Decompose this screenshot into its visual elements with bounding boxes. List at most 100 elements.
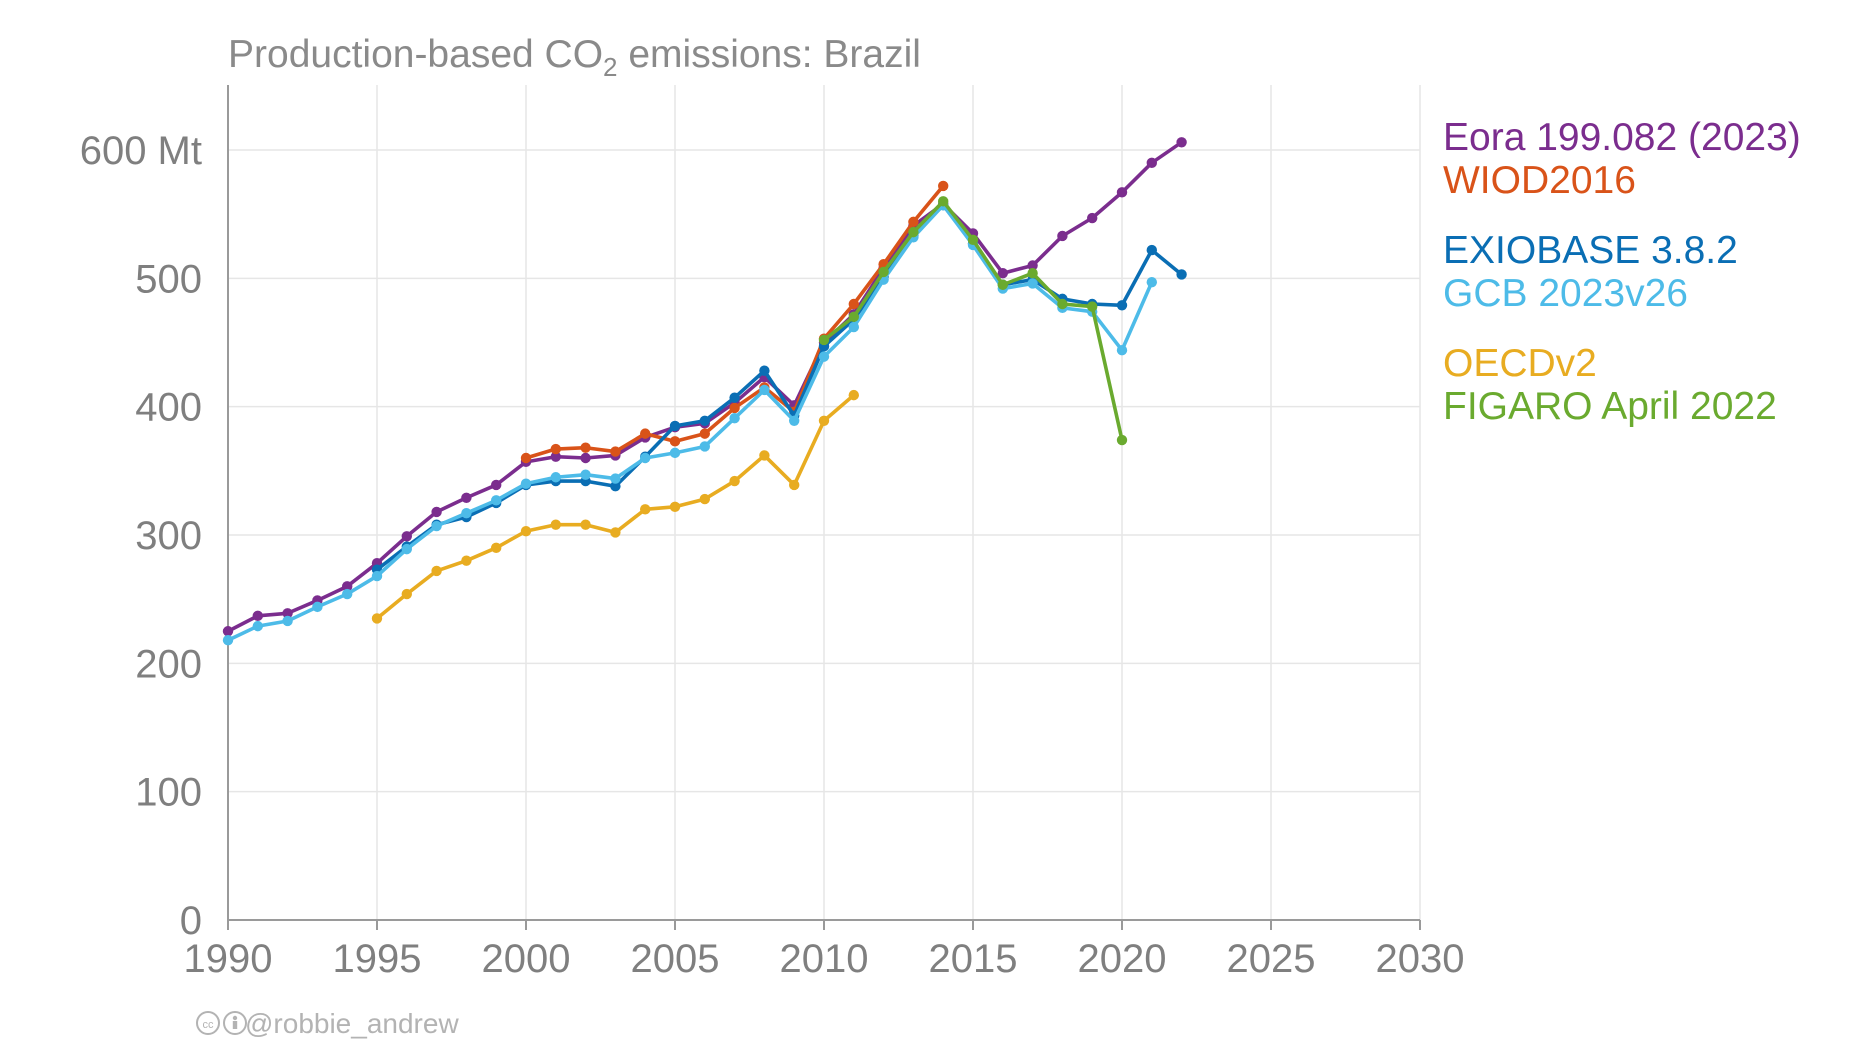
- series-point: [997, 268, 1008, 279]
- series-point: [669, 447, 681, 459]
- series-point: [759, 384, 770, 396]
- y-tick-label: 200: [135, 642, 202, 686]
- series-point: [401, 543, 412, 555]
- legend: Eora 199.082 (2023)WIOD2016 EXIOBASE 3.8.…: [1443, 116, 1801, 428]
- series-point: [699, 441, 710, 452]
- series-point: [431, 565, 442, 577]
- series-group: [371, 389, 859, 624]
- series-point: [610, 527, 621, 538]
- axis-layer: 0 100 200 300 400 500 600 Mt 1990 1995 2000 2005 20…: [80, 85, 1465, 981]
- series-point: [1176, 269, 1187, 280]
- series-group: [818, 196, 1128, 446]
- series-point: [669, 420, 681, 432]
- series-point: [580, 442, 591, 453]
- series-point: [550, 472, 561, 483]
- series-point: [848, 298, 859, 310]
- y-tick-label: 600 Mt: [80, 129, 202, 173]
- series-point: [729, 392, 740, 403]
- series-point: [461, 555, 472, 566]
- series-point: [818, 334, 830, 346]
- series-point: [640, 428, 651, 439]
- series-point: [1087, 301, 1098, 312]
- series-point: [491, 542, 502, 554]
- series-point: [222, 635, 234, 646]
- series-point: [580, 452, 591, 464]
- series-point: [1146, 244, 1158, 256]
- legend-label: EXIOBASE 3.8.2: [1443, 229, 1738, 272]
- series-point: [729, 475, 740, 487]
- series-point: [1146, 276, 1158, 288]
- series-point: [1116, 300, 1128, 311]
- series-point: [610, 446, 621, 457]
- y-tick-label: 0: [180, 899, 202, 943]
- series-point: [1057, 230, 1068, 242]
- series-point: [729, 402, 740, 414]
- series-group: [222, 137, 1187, 637]
- series-point: [699, 428, 710, 439]
- series-point: [908, 216, 919, 228]
- series-point: [1116, 187, 1128, 198]
- series-point: [1027, 260, 1038, 271]
- series-point: [371, 570, 383, 582]
- credit: cc @robbie_andrew: [196, 1008, 459, 1039]
- series-point: [550, 519, 561, 530]
- series-group: [371, 199, 1187, 575]
- series-point: [1027, 278, 1038, 289]
- series-point: [1057, 298, 1068, 310]
- y-tick-label: 500: [135, 257, 202, 301]
- series-point: [848, 389, 859, 401]
- series-point: [580, 519, 591, 530]
- grid-layer: [228, 85, 1421, 920]
- x-tick-label: 2025: [1227, 937, 1316, 981]
- series-point: [938, 196, 949, 207]
- series-point: [759, 365, 770, 376]
- series-point: [461, 507, 472, 519]
- series-point: [520, 452, 532, 464]
- series-point: [491, 479, 502, 491]
- series-point: [342, 588, 353, 600]
- series-point: [401, 588, 412, 600]
- x-tick-label: 2020: [1078, 937, 1167, 981]
- series-line: [226, 140, 1184, 634]
- x-tick-label: 2000: [482, 937, 571, 981]
- series-point: [431, 520, 442, 532]
- series-point: [550, 443, 561, 455]
- series-point: [461, 492, 472, 503]
- x-tick-label: 2010: [780, 937, 869, 981]
- series-point: [342, 581, 353, 592]
- series-point: [818, 351, 830, 362]
- x-tick-label: 2005: [631, 937, 720, 981]
- series-point: [759, 450, 770, 461]
- x-tick-label: 2030: [1376, 937, 1465, 981]
- series-point: [640, 504, 651, 515]
- series-point: [550, 451, 561, 462]
- svg-text:cc: cc: [203, 1019, 215, 1031]
- series-point: [520, 478, 532, 489]
- y-tick-label: 400: [135, 386, 202, 430]
- series-point: [1087, 212, 1098, 224]
- series-point: [1116, 345, 1128, 356]
- legend-label: OECDv2: [1443, 342, 1597, 385]
- series-line: [226, 203, 1154, 643]
- series-point: [818, 415, 830, 426]
- series-point: [431, 506, 442, 518]
- series-point: [848, 321, 859, 333]
- series-point: [610, 481, 621, 492]
- chart-title: Production-based CO2 emissions: Brazil: [228, 33, 921, 82]
- chart-title-subscript: 2: [603, 52, 617, 82]
- legend-label: Eora 199.082 (2023): [1443, 116, 1801, 159]
- y-tick-label: 300: [135, 514, 202, 558]
- series-point: [491, 495, 502, 506]
- series-point: [938, 180, 949, 192]
- series-point: [312, 601, 323, 613]
- series-point: [371, 613, 383, 624]
- series-layer: [222, 137, 1187, 646]
- series-group: [222, 199, 1158, 646]
- x-tick-label: 1990: [184, 937, 273, 981]
- series-point: [908, 226, 919, 238]
- series-point: [222, 626, 234, 637]
- x-tick-label: 1995: [333, 937, 422, 981]
- chart-title-main: Production-based CO: [228, 33, 603, 76]
- series-point: [640, 452, 651, 464]
